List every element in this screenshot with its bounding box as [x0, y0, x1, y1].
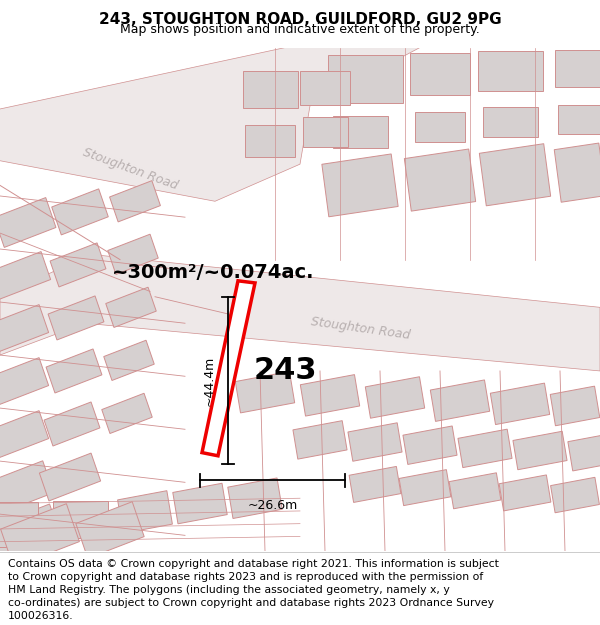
Text: HM Land Registry. The polygons (including the associated geometry, namely x, y: HM Land Registry. The polygons (includin… — [8, 585, 449, 595]
Polygon shape — [46, 349, 102, 393]
Polygon shape — [0, 304, 49, 352]
Polygon shape — [40, 453, 101, 501]
Polygon shape — [349, 466, 401, 503]
Polygon shape — [449, 472, 501, 509]
Polygon shape — [0, 254, 600, 371]
Text: 100026316.: 100026316. — [8, 611, 73, 621]
Polygon shape — [302, 118, 347, 148]
Polygon shape — [235, 371, 295, 413]
Text: 243, STOUGHTON ROAD, GUILDFORD, GU2 9PG: 243, STOUGHTON ROAD, GUILDFORD, GU2 9PG — [98, 12, 502, 27]
Polygon shape — [430, 380, 490, 421]
Polygon shape — [348, 422, 402, 461]
Polygon shape — [555, 50, 600, 88]
Polygon shape — [52, 189, 108, 235]
Polygon shape — [499, 475, 551, 511]
Polygon shape — [0, 504, 62, 562]
Polygon shape — [300, 71, 350, 105]
Polygon shape — [551, 478, 599, 512]
Text: ~26.6m: ~26.6m — [247, 499, 298, 512]
Polygon shape — [458, 429, 512, 468]
Polygon shape — [108, 234, 158, 274]
Polygon shape — [118, 491, 172, 533]
Polygon shape — [0, 198, 56, 248]
Polygon shape — [0, 411, 49, 459]
Polygon shape — [568, 434, 600, 471]
Polygon shape — [322, 154, 398, 217]
Polygon shape — [104, 340, 154, 381]
Polygon shape — [173, 483, 227, 524]
Text: Stoughton Road: Stoughton Road — [310, 315, 410, 342]
Polygon shape — [110, 181, 160, 222]
Text: Contains OS data © Crown copyright and database right 2021. This information is : Contains OS data © Crown copyright and d… — [8, 559, 499, 569]
Polygon shape — [245, 125, 295, 157]
Polygon shape — [293, 421, 347, 459]
Polygon shape — [0, 503, 37, 547]
Polygon shape — [557, 105, 600, 134]
Polygon shape — [48, 296, 104, 340]
Polygon shape — [513, 431, 567, 470]
Polygon shape — [365, 377, 425, 418]
Polygon shape — [404, 149, 476, 211]
Text: ~44.4m: ~44.4m — [203, 356, 216, 406]
Text: to Crown copyright and database rights 2023 and is reproduced with the permissio: to Crown copyright and database rights 2… — [8, 572, 483, 582]
Text: Stoughton Road: Stoughton Road — [81, 146, 179, 192]
Polygon shape — [482, 107, 538, 137]
Polygon shape — [0, 252, 50, 299]
Polygon shape — [478, 51, 542, 91]
Polygon shape — [1, 504, 79, 567]
Polygon shape — [415, 112, 465, 142]
Polygon shape — [399, 469, 451, 506]
Polygon shape — [0, 42, 430, 201]
Polygon shape — [550, 386, 600, 426]
Text: co-ordinates) are subject to Crown copyright and database rights 2023 Ordnance S: co-ordinates) are subject to Crown copyr… — [8, 598, 494, 608]
Polygon shape — [242, 71, 298, 109]
Polygon shape — [403, 426, 457, 464]
Polygon shape — [53, 501, 107, 538]
Polygon shape — [44, 402, 100, 446]
Polygon shape — [202, 281, 255, 456]
Polygon shape — [0, 357, 49, 406]
Polygon shape — [50, 243, 106, 287]
Polygon shape — [0, 461, 53, 514]
Polygon shape — [490, 383, 550, 424]
Polygon shape — [328, 56, 403, 103]
Text: Map shows position and indicative extent of the property.: Map shows position and indicative extent… — [120, 22, 480, 36]
Polygon shape — [479, 144, 551, 206]
Polygon shape — [228, 478, 282, 519]
Polygon shape — [301, 374, 359, 416]
Polygon shape — [410, 52, 470, 95]
Text: 243: 243 — [253, 356, 317, 386]
Polygon shape — [76, 502, 144, 558]
Polygon shape — [332, 116, 388, 148]
Polygon shape — [102, 393, 152, 434]
Text: ~300m²/~0.074ac.: ~300m²/~0.074ac. — [112, 263, 314, 282]
Polygon shape — [106, 288, 156, 328]
Polygon shape — [554, 143, 600, 202]
